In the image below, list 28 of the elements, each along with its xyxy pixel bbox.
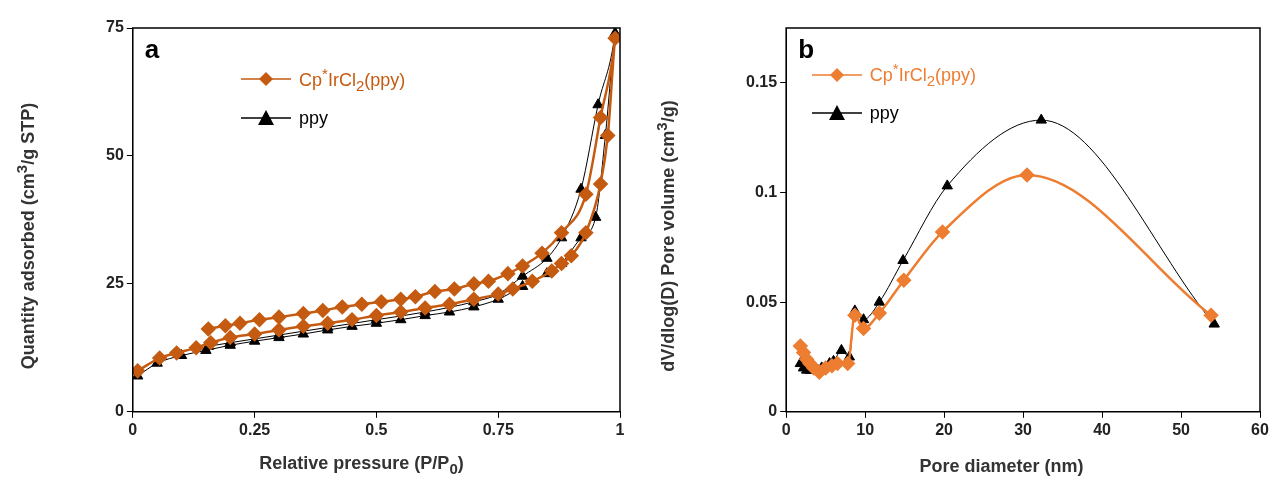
x-tick-label: 0 (781, 420, 791, 438)
y-tick-label: 75 (106, 18, 124, 36)
x-tick-label: 0 (128, 420, 138, 438)
x-axis-title: Relative pressure (P/P$_{0}$) (258, 453, 465, 477)
y-tick-label: 25 (106, 274, 124, 292)
x-tick-label: 0.5 (365, 420, 388, 438)
x-tick-label: 10 (856, 420, 875, 438)
chart-title: a (144, 34, 160, 65)
y-tick-label: 0 (768, 402, 778, 420)
legend-label: Cp$^{*}$IrCl$_{2}$(ppy) (869, 60, 977, 89)
legend-label: ppy (869, 102, 899, 124)
x-axis-title: Pore diameter (nm) (918, 456, 1085, 477)
legend-label: ppy (299, 107, 329, 129)
y-tick-label: 0 (114, 402, 124, 420)
chart-title: b (798, 34, 815, 65)
y-tick-label: 0.15 (746, 73, 778, 91)
y-tick-label: 0.1 (754, 182, 778, 200)
x-tick-label: 50 (1172, 420, 1191, 438)
x-tick-label: 40 (1093, 420, 1112, 438)
y-tick-label: 0.05 (746, 292, 778, 310)
legend-label: Cp$^{*}$IrCl$_{2}$(ppy) (299, 65, 406, 94)
x-tick-label: 30 (1014, 420, 1033, 438)
x-tick-label: 60 (1251, 420, 1269, 438)
x-tick-label: 20 (935, 420, 954, 438)
x-tick-label: 1 (615, 420, 625, 438)
x-tick-label: 0.25 (239, 420, 271, 438)
x-tick-label: 0.75 (482, 420, 514, 438)
y-tick-label: 50 (106, 146, 124, 164)
